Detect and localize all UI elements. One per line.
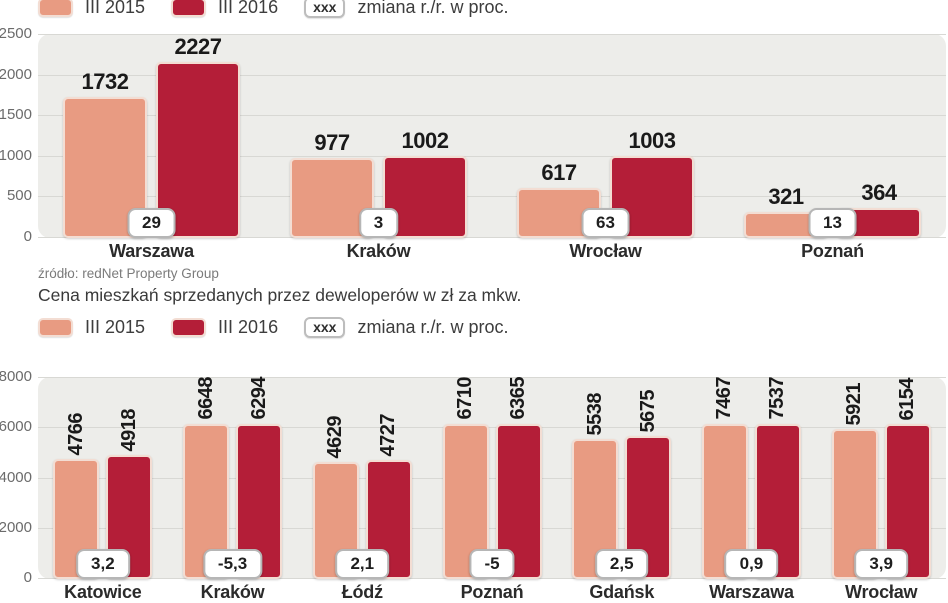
gridline: [38, 115, 946, 116]
gridline: [38, 75, 946, 76]
bar-group: 7467 7537 0,9 Warszawa: [687, 377, 817, 602]
bar-value-label: 4727: [377, 413, 400, 457]
bar-value-label: 7467: [713, 377, 736, 420]
legend-swatch-2015: [38, 0, 73, 17]
change-badge: 2,5: [594, 549, 649, 579]
category-label: Poznań: [801, 241, 864, 261]
bar-value-label: 617: [541, 160, 577, 185]
category-label: Wrocław: [569, 241, 642, 261]
y-axis-tick-label: 500: [6, 187, 32, 204]
bar-group: 321 364 13 Poznań: [719, 34, 946, 261]
gridline: [38, 377, 946, 378]
bar-group: 5921 6154 3,9 Wrocław: [816, 377, 946, 602]
bar-value-label: 1732: [81, 69, 129, 94]
bar-value-label: 1003: [628, 128, 676, 153]
bar-value-label: 4766: [64, 412, 87, 456]
gridline: [38, 156, 946, 157]
bar-group: 6648 6294 -5,3 Kraków: [168, 377, 298, 602]
y-axis-tick-label: 2500: [0, 25, 32, 42]
y-axis-tick-label: 0: [23, 228, 32, 245]
bar-value-label: 6648: [194, 377, 217, 420]
y-axis-tick-label: 8000: [0, 368, 32, 385]
bottom-chart-legend: III 2015 III 2016 xxx zmiana r./r. w pro…: [0, 313, 948, 341]
change-badge: 29: [127, 208, 176, 238]
gridline: [38, 528, 946, 529]
bottom-chart-plot-area: 0 2000 4000 6000 8000 4766 4918 3,2 Katowice 6648…: [0, 368, 946, 602]
bar-value-label: 2227: [174, 34, 222, 59]
legend-swatch-2015: [38, 317, 73, 337]
bar-group: 4629 4727 2,1 Łódź: [297, 377, 427, 602]
bar-iii-2016: [495, 423, 542, 579]
change-badge: 3: [358, 208, 399, 238]
change-badge: 0,9: [724, 549, 779, 579]
top-chart-legend: III 2015 III 2016 xxx zmiana r./r. w pro…: [0, 0, 948, 21]
legend-label-2015: III 2015: [85, 316, 146, 337]
bar-value-label: 6154: [896, 377, 919, 421]
bar-value-label: 6294: [247, 377, 270, 420]
legend-change-badge-icon: xxx: [304, 0, 346, 18]
legend-label-2015: III 2015: [85, 0, 146, 17]
legend-change-label: zmiana r./r. w proc.: [357, 0, 509, 17]
top-chart: 0 500 1000 1500 2000 2500 1732 2227 29 Warszawa 97…: [0, 25, 948, 261]
legend-change-badge-icon: xxx: [304, 316, 346, 338]
bar-groups: 1732 2227 29 Warszawa 977 1002 3 Kraków 617 1003 6…: [38, 34, 946, 261]
bar-value-label: 977: [314, 130, 350, 155]
bar-value-label: 321: [768, 184, 804, 209]
top-chart-plot-area: 0 500 1000 1500 2000 2500 1732 2227 29 Warszawa 97…: [0, 25, 946, 261]
change-badge: -5: [469, 549, 515, 579]
gridline: [38, 478, 946, 479]
gridline: [38, 34, 946, 35]
bar-value-label: 5538: [583, 392, 606, 436]
bar-value-label: 7537: [766, 377, 789, 420]
y-axis-tick-label: 1000: [0, 147, 32, 164]
y-axis-tick-label: 4000: [0, 469, 32, 486]
bar-group: 977 1002 3 Kraków: [265, 34, 492, 261]
y-axis-tick-label: 2000: [0, 519, 32, 536]
bar-value-label: 5921: [843, 382, 866, 426]
change-badge: 3,2: [76, 549, 130, 579]
bar-column: 6365: [495, 377, 542, 579]
y-axis-tick-label: 2000: [0, 66, 32, 83]
category-label: Kraków: [346, 241, 411, 261]
legend-change-label: zmiana r./r. w proc.: [357, 316, 509, 337]
bar-value-label: 6365: [507, 377, 530, 420]
source-credit: źródło: redNet Property Group: [38, 266, 219, 281]
bar-group: 6710 6365 -5 Poznań: [427, 377, 557, 602]
bar-groups: 4766 4918 3,2 Katowice 6648 6294 -5,3 Kraków 462…: [38, 377, 946, 602]
y-axis-tick-label: 0: [23, 569, 32, 586]
legend-swatch-2016: [171, 0, 207, 17]
bar-group: 4766 4918 3,2 Katowice: [38, 377, 168, 602]
legend-label-2016: III 2016: [218, 316, 279, 337]
bar-column: 977: [290, 34, 374, 238]
change-badge: 13: [808, 208, 857, 238]
bar-value-label: 4918: [117, 408, 140, 452]
change-badge: 3,9: [854, 549, 908, 579]
bottom-chart-title: Cena mieszkań sprzedanych przez dewelope…: [38, 285, 522, 305]
y-axis-tick-label: 1500: [0, 106, 32, 123]
change-badge: 2,1: [335, 549, 390, 579]
change-badge: 63: [581, 208, 630, 238]
gridline: [38, 237, 946, 238]
change-badge: -5,3: [202, 549, 263, 579]
y-axis-tick-label: 6000: [0, 418, 32, 435]
bar-group: 5538 5675 2,5 Gdańsk: [557, 377, 687, 602]
gridline: [38, 196, 946, 197]
bar-value-label: 5675: [636, 389, 659, 433]
bar-group: 1732 2227 29 Warszawa: [38, 34, 265, 261]
legend-label-2016: III 2016: [218, 0, 279, 17]
bar-value-label: 364: [861, 180, 897, 205]
bar-value-label: 4629: [324, 415, 347, 459]
bar-column: 1002: [383, 34, 467, 238]
bar-group: 617 1003 63 Wrocław: [492, 34, 719, 261]
gridline: [38, 427, 946, 428]
bar-value-label: 6710: [454, 377, 477, 420]
bar-value-label: 1002: [401, 128, 449, 153]
category-label: Warszawa: [109, 241, 194, 261]
bottom-chart: 0 2000 4000 6000 8000 4766 4918 3,2 Katowice 6648…: [0, 368, 948, 602]
legend-swatch-2016: [171, 317, 207, 337]
